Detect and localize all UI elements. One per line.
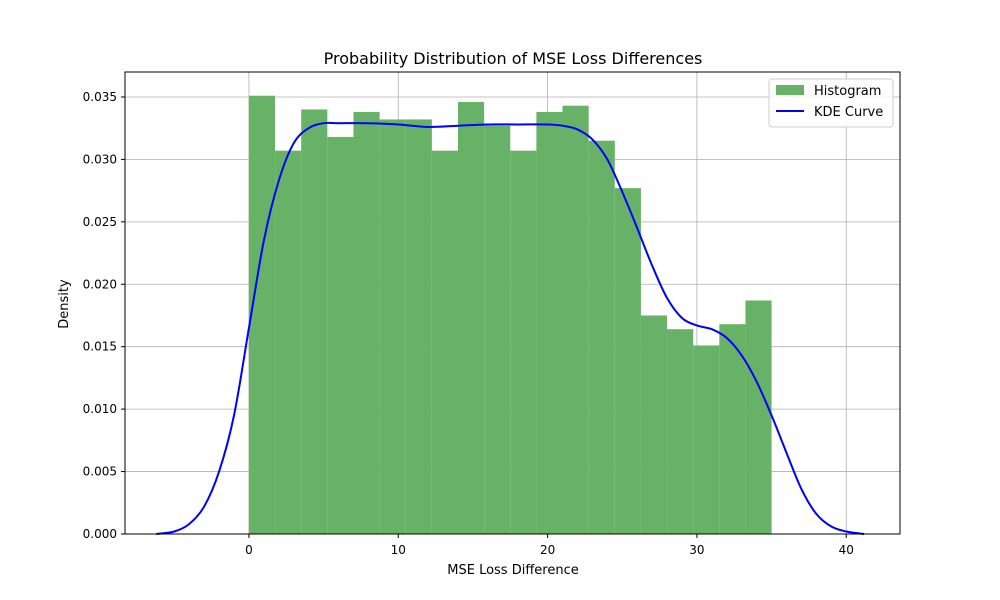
y-tick-label: 0.030 — [83, 152, 117, 166]
histogram-bar — [640, 315, 668, 534]
y-tick-label: 0.000 — [83, 527, 117, 541]
x-axis-label: MSE Loss Difference — [447, 563, 578, 578]
y-tick-label: 0.005 — [83, 465, 117, 479]
kde-layer — [156, 121, 865, 535]
histogram-bar — [353, 111, 380, 534]
histogram-bar — [301, 109, 328, 534]
histogram-bar — [510, 150, 537, 535]
histogram-bar — [614, 188, 641, 534]
y-tick-label: 0.020 — [83, 277, 117, 291]
x-tick-label: 10 — [391, 543, 406, 557]
y-tick-label: 0.035 — [83, 90, 117, 104]
y-tick-label: 0.010 — [83, 402, 117, 416]
histogram-bar — [588, 140, 615, 535]
y-tick-label: 0.015 — [83, 340, 117, 354]
plot-frame — [124, 71, 901, 535]
histogram-bar — [693, 345, 720, 534]
y-tick-label: 0.025 — [83, 215, 117, 229]
histogram-bar — [379, 119, 406, 535]
kde-curve-line — [156, 121, 865, 535]
legend: Histogram KDE Curve — [768, 78, 894, 128]
histogram-bar — [719, 324, 746, 534]
histogram-bar — [431, 150, 458, 535]
histogram-bar — [457, 101, 485, 535]
histogram-bar — [248, 95, 276, 534]
histogram-bar — [275, 150, 302, 535]
x-tick-label: 30 — [689, 543, 704, 557]
legend-histogram-label: Histogram — [814, 84, 881, 99]
y-axis-label: Density — [57, 279, 72, 329]
histogram-bar — [745, 300, 772, 534]
x-tick-label: 40 — [839, 543, 854, 557]
histogram-bar — [327, 136, 354, 534]
x-tick-label: 20 — [540, 543, 555, 557]
x-tick-label: 0 — [245, 543, 253, 557]
histogram-bar — [405, 119, 432, 535]
legend-histogram-swatch — [776, 85, 804, 95]
histogram-bar — [484, 125, 511, 534]
histogram-bar — [562, 105, 589, 535]
histogram-bar — [536, 111, 563, 534]
histogram-bar — [667, 329, 694, 534]
legend-kde-label: KDE Curve — [814, 105, 883, 120]
chart-title: Probability Distribution of MSE Loss Dif… — [324, 49, 703, 68]
histogram-bars — [248, 95, 772, 535]
y-axis-ticks: 0.000 0.005 0.010 0.015 0.020 0.025 0.030 0.035 — [83, 90, 125, 541]
x-axis-ticks: 0 10 20 30 40 — [245, 534, 854, 557]
